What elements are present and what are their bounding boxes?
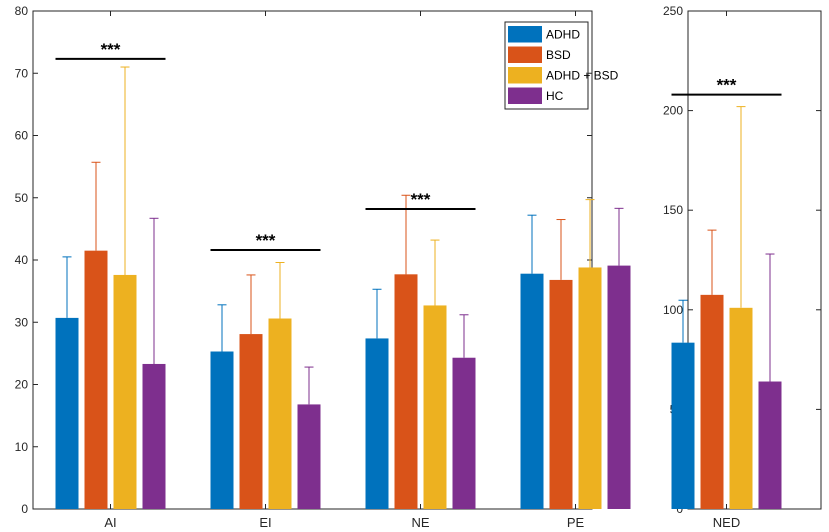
chart-panel-1: 0 10 20 30 40 50 60 70 80 AI EI NE PE *** *** *** ADHD BS… <box>15 4 631 530</box>
bar-adhd-ned <box>671 342 695 509</box>
x-tick-label: PE <box>567 515 585 530</box>
legend: ADHD BSD ADHD + BSD HC <box>504 21 619 110</box>
y-tick-label: 80 <box>15 4 29 18</box>
y-tick-label: 0 <box>21 502 28 516</box>
legend-label-adhd: ADHD <box>546 28 580 42</box>
bar-adhd-ne <box>365 338 389 509</box>
significance-label-ei: *** <box>256 231 276 250</box>
bar-bsd-ne <box>394 274 418 509</box>
y-tick-label: 10 <box>15 440 29 454</box>
legend-swatch-adhd <box>508 26 542 43</box>
legend-label-adhd-bsd: ADHD + BSD <box>546 69 619 83</box>
y-tick-label: 100 <box>663 303 683 317</box>
y-tick-label: 60 <box>15 129 29 143</box>
bar-bsd-ai <box>84 250 108 509</box>
bar-hc-ne <box>452 357 476 509</box>
bar-adhd-ai <box>55 317 79 509</box>
bar-adhd-bsd-ai <box>113 274 137 509</box>
x-tick-label: NE <box>411 515 429 530</box>
y-tick-label: 200 <box>663 104 683 118</box>
significance-label-ai: *** <box>101 40 121 59</box>
bar-adhd-bsd-ei <box>268 318 292 509</box>
bar-hc-ned <box>758 381 782 509</box>
bar-bsd-pe <box>549 279 573 509</box>
legend-label-bsd: BSD <box>546 48 571 62</box>
y-tick-label: 40 <box>15 253 29 267</box>
x-tick-label: AI <box>104 515 116 530</box>
x-tick-label: NED <box>713 515 740 530</box>
axes-box <box>687 10 822 510</box>
bar-hc-ai <box>142 363 166 509</box>
bar-bsd-ned <box>700 294 724 509</box>
legend-swatch-adhd-bsd <box>508 67 542 84</box>
bar-hc-ei <box>297 404 321 509</box>
legend-swatch-hc <box>508 87 542 104</box>
y-tick-label: 70 <box>15 66 29 80</box>
legend-swatch-bsd <box>508 46 542 63</box>
bar-bsd-ei <box>239 334 263 509</box>
x-tick-label: EI <box>259 515 271 530</box>
y-tick-label: 150 <box>663 203 683 217</box>
y-tick-label: 50 <box>15 191 29 205</box>
significance-label-ned: *** <box>717 76 737 95</box>
y-tick-label: 30 <box>15 315 29 329</box>
bar-adhd-bsd-pe <box>578 267 602 509</box>
bar-adhd-bsd-ne <box>423 305 447 509</box>
significance-label-ne: *** <box>411 190 431 209</box>
legend-label-hc: HC <box>546 89 564 103</box>
bar-adhd-ei <box>210 351 234 509</box>
chart-panel-2: 050100150200250NED*** <box>663 4 822 530</box>
bar-adhd-pe <box>520 273 544 509</box>
bar-adhd-bsd-ned <box>729 307 753 509</box>
y-tick-label: 20 <box>15 378 29 392</box>
bar-hc-pe <box>607 265 631 509</box>
y-tick-label: 250 <box>663 4 683 18</box>
